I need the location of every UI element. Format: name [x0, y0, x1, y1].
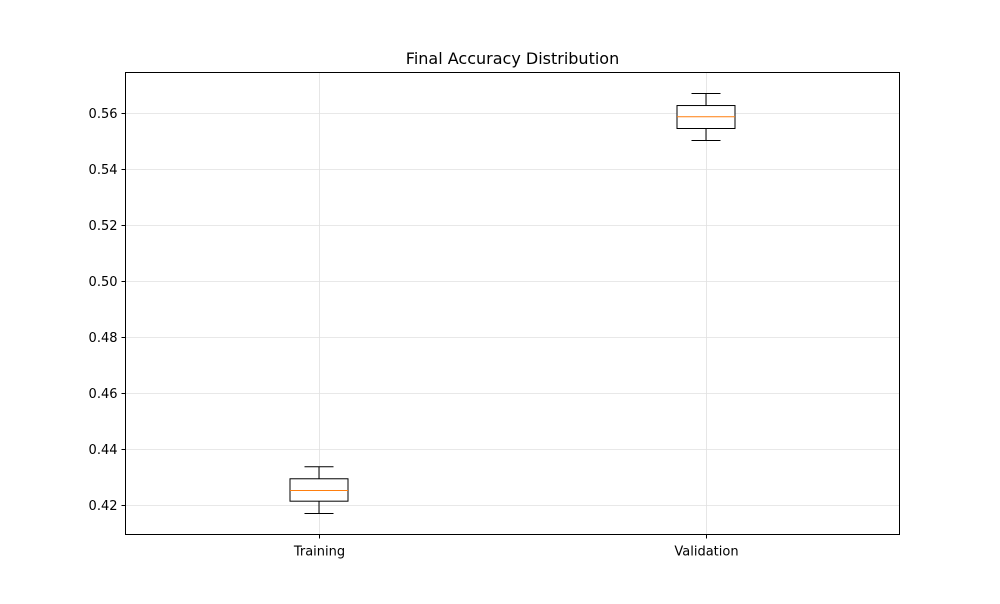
- y-tick-label: 0.42: [89, 499, 118, 514]
- y-tick-label: 0.48: [89, 331, 118, 346]
- y-tick-label: 0.46: [89, 387, 118, 402]
- y-tick-label: 0.50: [89, 275, 118, 290]
- axis-layer: 0.42 0.44 0.46 0.48 0.50 0.52 0.54 0.56 Training…: [89, 107, 739, 560]
- y-tick-label: 0.54: [89, 163, 118, 178]
- y-tick-label: 0.56: [89, 107, 118, 122]
- plot-frame: [125, 72, 900, 535]
- x-tick-label: Training: [293, 545, 345, 560]
- box-layer: [289, 93, 736, 514]
- y-tick-label: 0.44: [89, 443, 118, 458]
- y-tick-label: 0.52: [89, 219, 118, 234]
- x-tick-label: Validation: [674, 545, 738, 560]
- iqr-box: [289, 478, 349, 502]
- box-validation: [676, 93, 736, 142]
- grid-layer: [125, 72, 900, 535]
- box-training: [289, 466, 349, 514]
- chart-title: Final Accuracy Distribution: [406, 49, 619, 68]
